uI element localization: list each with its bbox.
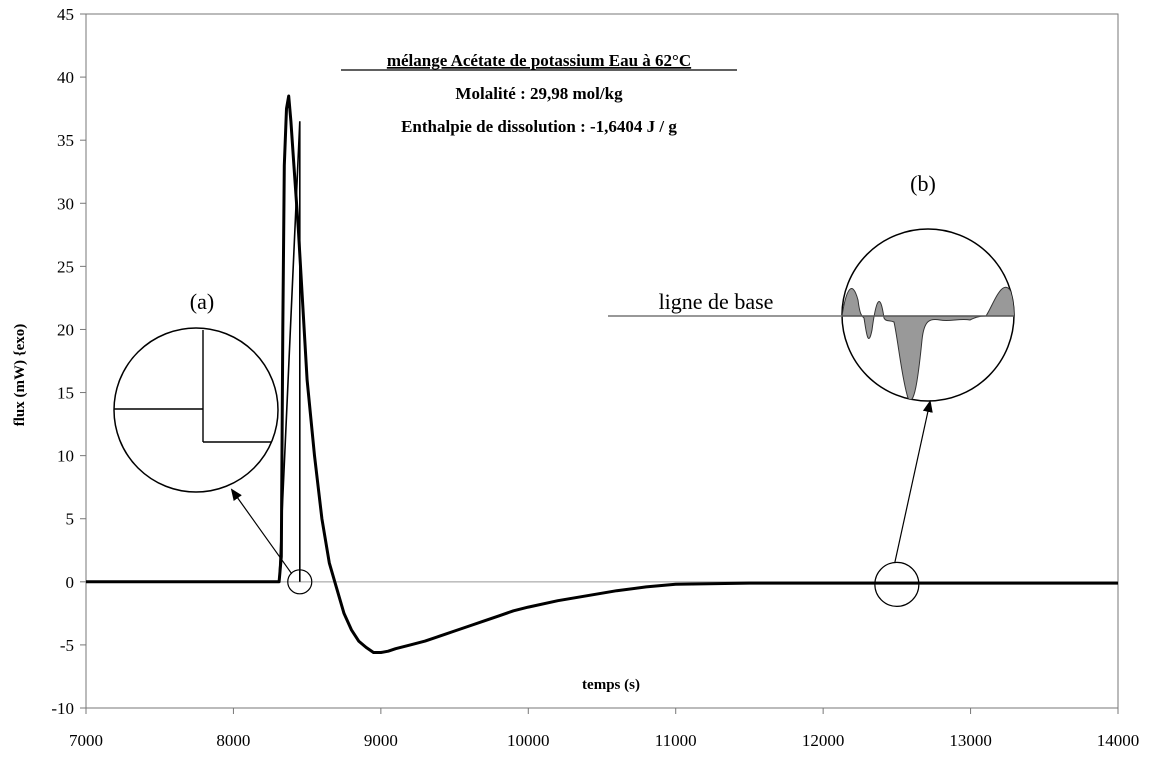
y-tick-label: 45: [57, 5, 74, 24]
plot-area: [85, 13, 1119, 709]
baseline-label: ligne de base: [659, 289, 774, 314]
x-tick-label: 13000: [949, 731, 992, 750]
inset-b-label: (b): [910, 171, 936, 196]
chart-subtitle-molality: Molalité : 29,98 mol/kg: [455, 84, 623, 103]
y-tick-label: 25: [57, 257, 74, 276]
y-axis-label: flux (mW) {exo): [12, 324, 28, 427]
x-tick-label: 12000: [802, 731, 845, 750]
x-tick-label: 14000: [1097, 731, 1140, 750]
y-axis: -10 -5 0 5 10 15 20 25 30 35 40 45: [51, 5, 86, 718]
chart-title: mélange Acétate de potassium Eau à 62°C: [387, 51, 691, 70]
chart-subtitle-enthalpy: Enthalpie de dissolution : -1,6404 J / g: [401, 117, 677, 136]
y-tick-label: 30: [57, 194, 74, 213]
series-main-line: [86, 94, 1118, 654]
arrow-b: [894, 400, 933, 563]
x-axis: 7000 8000 9000 10000 11000 12000 13000 14000: [69, 708, 1139, 750]
y-tick-label: 10: [57, 447, 74, 466]
y-tick-label: -10: [51, 699, 74, 718]
y-tick-label: 20: [57, 320, 74, 339]
inset-b: ligne de base (b): [608, 171, 1015, 402]
series-secondary-line: [278, 121, 301, 582]
y-tick-label: 0: [66, 573, 75, 592]
x-axis-label: temps (s): [582, 677, 640, 693]
zoom-marker-a: [287, 569, 313, 595]
y-tick-label: 15: [57, 384, 74, 403]
arrow-a: [230, 488, 293, 575]
y-tick-label: -5: [60, 636, 74, 655]
x-tick-label: 7000: [69, 731, 103, 750]
inset-b-fluctuation: [842, 287, 1014, 401]
inset-a-label: (a): [190, 289, 214, 314]
zoom-marker-b: [874, 561, 920, 607]
y-tick-label: 5: [66, 510, 75, 529]
y-tick-label: 35: [57, 131, 74, 150]
x-tick-label: 11000: [655, 731, 697, 750]
x-tick-label: 10000: [507, 731, 550, 750]
inset-a: (a): [113, 289, 279, 493]
x-tick-label: 9000: [364, 731, 398, 750]
x-tick-label: 8000: [216, 731, 250, 750]
y-tick-label: 40: [57, 68, 74, 87]
